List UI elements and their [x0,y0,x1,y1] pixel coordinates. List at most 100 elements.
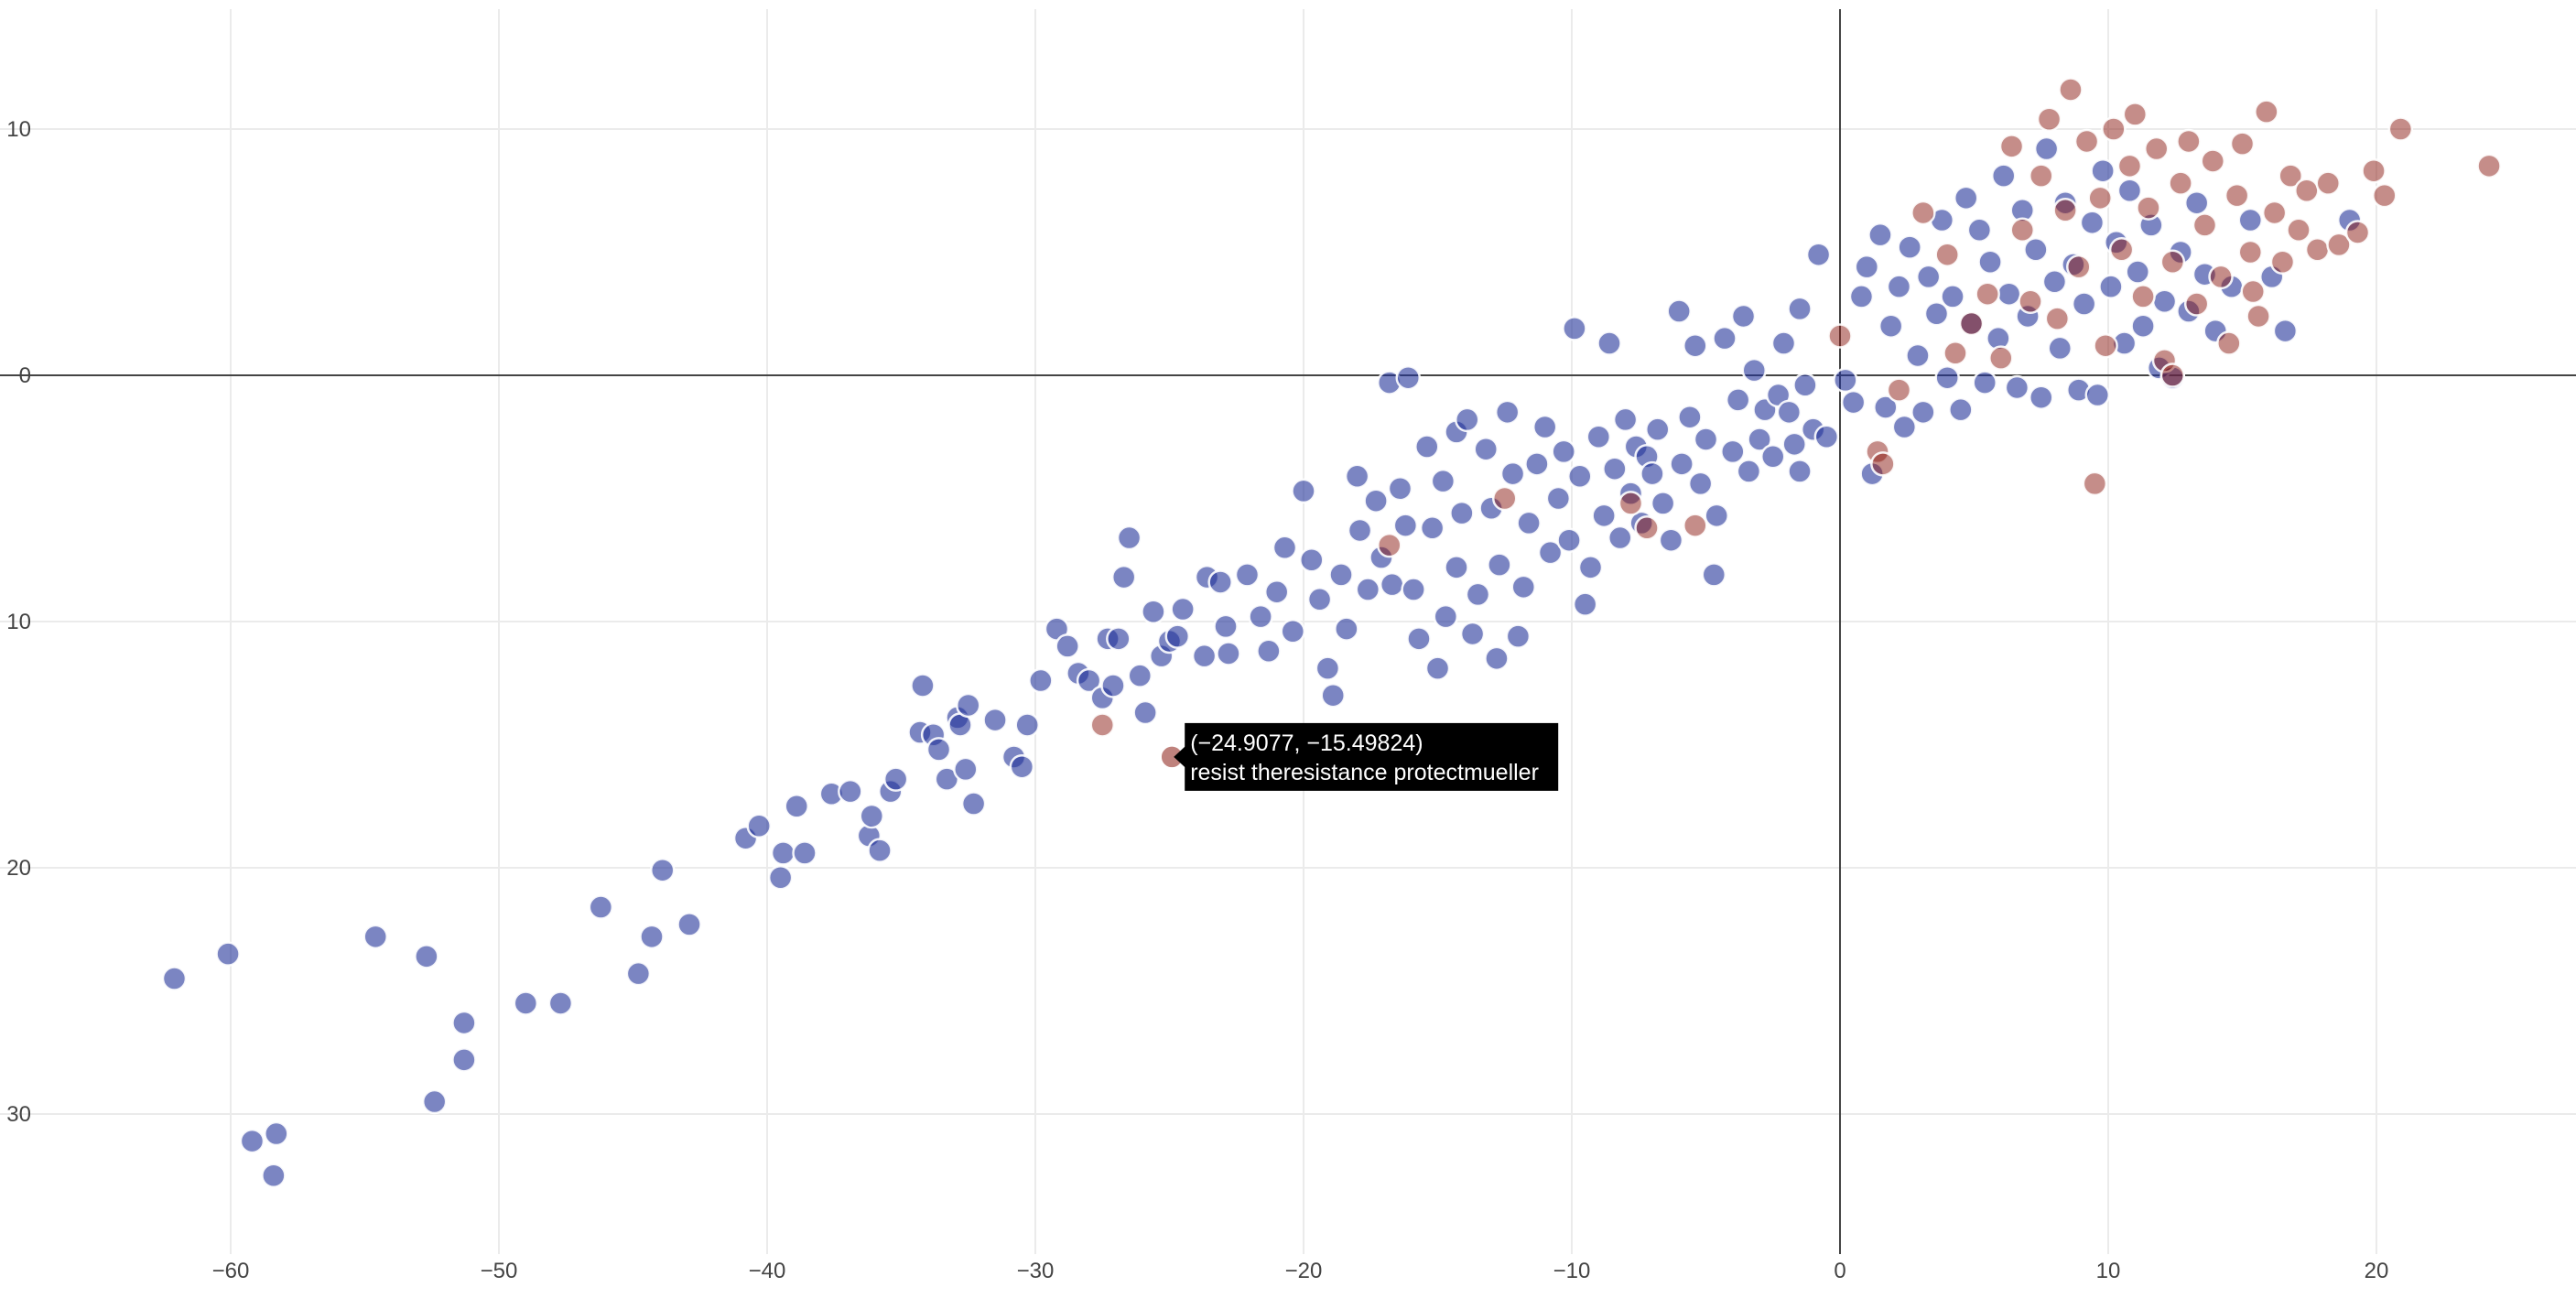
data-point[interactable] [1873,395,1899,420]
data-point[interactable] [1618,491,1644,516]
data-point[interactable] [1551,438,1576,465]
data-point[interactable] [1586,424,1612,449]
data-point[interactable] [2192,212,2218,238]
data-point[interactable] [1741,357,1767,384]
data-point[interactable] [746,813,772,839]
data-point[interactable] [2130,284,2156,309]
data-point[interactable] [1414,434,1440,460]
data-point[interactable] [1516,510,1542,536]
data-point[interactable] [1465,581,1491,608]
data-point[interactable] [1377,532,1402,558]
data-point[interactable] [2168,170,2193,196]
data-point[interactable] [363,924,388,950]
data-point[interactable] [1487,552,1512,578]
data-point[interactable] [1712,325,1737,352]
data-point[interactable] [2029,163,2054,189]
data-point[interactable] [1344,463,1370,490]
data-point[interactable] [1910,200,1936,226]
data-point[interactable] [1567,463,1593,490]
data-point[interactable] [2278,163,2303,189]
data-point[interactable] [2090,157,2116,184]
data-point[interactable] [2047,335,2073,362]
data-point[interactable] [2315,170,2342,196]
data-point[interactable] [1998,134,2025,159]
data-point[interactable] [1658,527,1684,553]
data-point[interactable] [676,912,702,937]
data-point[interactable] [1492,485,1518,512]
data-point[interactable] [1499,460,1526,487]
data-point[interactable] [1537,539,1564,566]
data-point[interactable] [1953,185,1979,211]
data-point[interactable] [2200,148,2226,174]
data-point[interactable] [2372,182,2397,209]
data-point[interactable] [1406,626,1432,652]
data-point[interactable] [1532,414,1558,440]
data-point[interactable] [1975,281,2000,307]
data-point[interactable] [838,778,863,805]
data-point[interactable] [2018,288,2043,315]
data-point[interactable] [2116,153,2143,179]
data-point[interactable] [588,894,614,920]
data-point[interactable] [1510,574,1537,600]
data-point[interactable] [1207,569,1233,595]
series-0[interactable] [161,135,2363,1188]
data-point[interactable] [2066,254,2092,280]
data-point[interactable] [2237,207,2264,233]
data-point[interactable] [2183,189,2210,216]
data-point[interactable] [2240,278,2266,305]
data-point[interactable] [882,766,909,792]
data-point[interactable] [1494,399,1521,426]
data-point[interactable] [2229,131,2256,157]
data-point[interactable] [1693,427,1719,452]
data-point[interactable] [1433,603,1459,630]
data-point[interactable] [1545,485,1572,512]
data-point[interactable] [2286,217,2311,243]
data-point[interactable] [239,1128,265,1154]
data-point[interactable] [2084,382,2111,408]
data-point[interactable] [2041,269,2068,295]
data-point[interactable] [1110,564,1137,590]
data-point[interactable] [2361,157,2387,184]
data-point[interactable] [1787,296,1813,322]
data-point[interactable] [792,840,817,866]
data-point[interactable] [2326,232,2352,258]
series-1[interactable] [1089,77,2502,738]
data-point[interactable] [1444,555,1469,580]
data-point[interactable] [1607,525,1633,551]
data-point[interactable] [2116,178,2143,203]
data-point[interactable] [1878,313,1904,339]
data-point[interactable] [1014,712,1040,738]
data-point[interactable] [625,960,652,987]
data-point[interactable] [1234,562,1261,588]
data-point[interactable] [1867,222,1893,248]
data-point[interactable] [1683,332,1708,359]
data-point[interactable] [649,857,676,883]
data-point[interactable] [859,803,885,829]
data-point[interactable] [1291,478,1316,504]
data-point[interactable] [1701,562,1727,588]
data-point[interactable] [1640,460,1665,487]
data-point[interactable] [2098,274,2124,299]
data-point[interactable] [2023,237,2049,263]
data-point[interactable] [1948,396,1974,423]
data-point[interactable] [982,707,1008,733]
data-point[interactable] [451,1010,477,1036]
data-point[interactable] [2087,185,2113,211]
data-point[interactable] [1459,621,1486,647]
data-point[interactable] [1248,603,1273,630]
data-point[interactable] [639,924,665,950]
data-point[interactable] [2036,106,2062,132]
data-point[interactable] [1940,284,1965,309]
data-point[interactable] [1687,471,1714,497]
data-point[interactable] [1805,242,1832,267]
data-point[interactable] [1612,406,1639,433]
data-point[interactable] [956,692,981,719]
data-point[interactable] [1886,377,1912,403]
data-point[interactable] [2044,306,2071,331]
data-point[interactable] [2004,374,2030,401]
data-point[interactable] [960,791,987,817]
data-point[interactable] [1454,406,1480,433]
data-point[interactable] [1943,341,1968,366]
data-point[interactable] [1669,451,1694,477]
